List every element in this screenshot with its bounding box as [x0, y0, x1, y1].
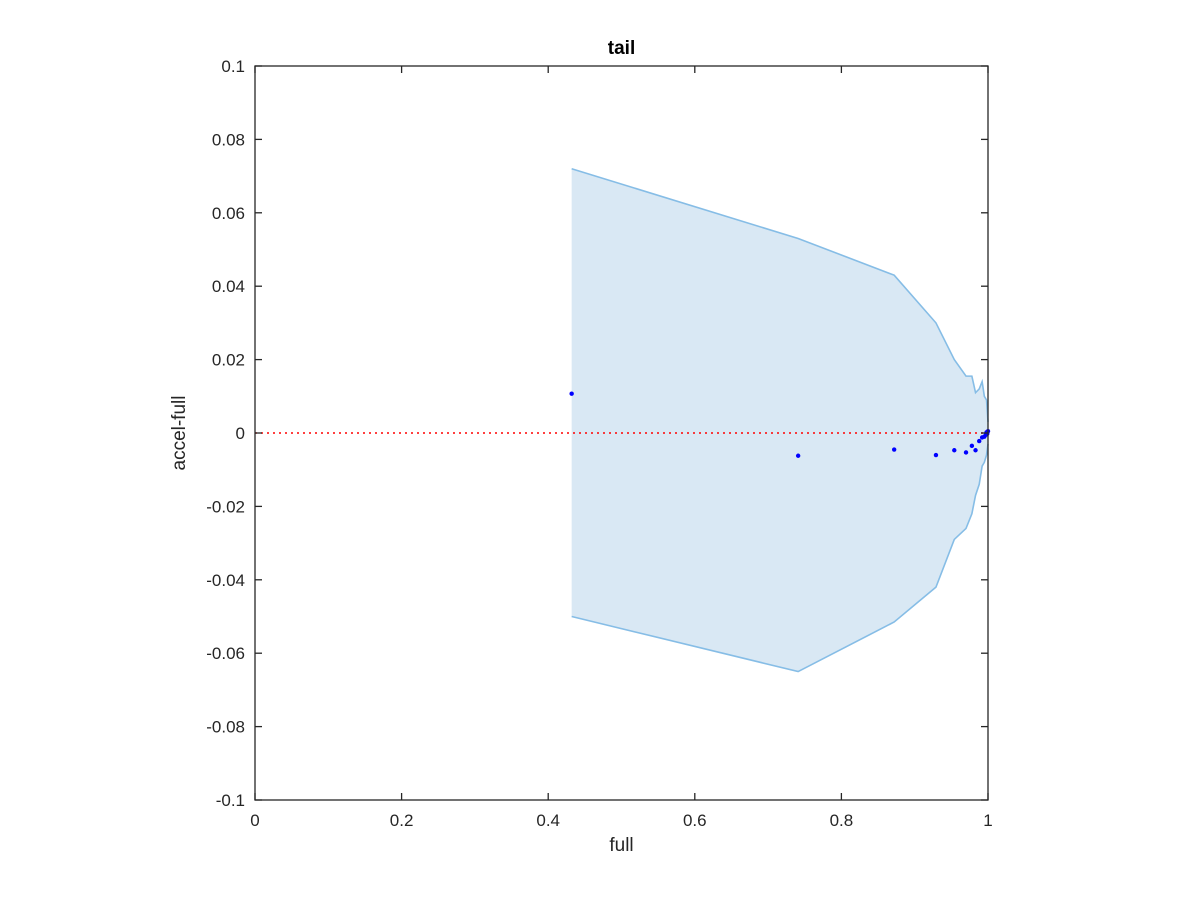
- data-point: [933, 452, 939, 458]
- confidence-band-upper-edge: [571, 167, 989, 423]
- x-tick-label: 0.6: [683, 811, 707, 830]
- x-tick-label: 0: [250, 811, 259, 830]
- data-point: [973, 448, 978, 453]
- data-point: [952, 448, 957, 453]
- confidence-band-lower-edge: [571, 443, 989, 673]
- x-tick-label: 0.2: [390, 811, 414, 830]
- x-tick-label: 0.4: [536, 811, 560, 830]
- data-point: [977, 438, 982, 444]
- y-tick-label: 0: [236, 424, 245, 443]
- data-point: [963, 450, 969, 455]
- y-tick-label: 0.08: [212, 130, 245, 149]
- confidence-band: [571, 168, 988, 672]
- y-tick-label: 0.1: [221, 57, 245, 76]
- plot-area: [255, 167, 991, 673]
- y-tick-label: -0.02: [206, 497, 245, 516]
- data-point: [891, 447, 897, 452]
- y-tick-label: 0.02: [212, 351, 245, 370]
- data-point: [795, 453, 801, 458]
- data-point: [569, 391, 574, 396]
- y-tick-label: 0.04: [212, 277, 245, 296]
- x-tick-label: 1: [983, 811, 992, 830]
- x-axis-ticks: 0 0.2 0.4 0.6 0.8 1: [250, 66, 993, 830]
- data-point: [969, 443, 975, 449]
- y-tick-label: -0.06: [206, 644, 245, 663]
- y-tick-label: 0.06: [212, 204, 245, 223]
- x-tick-label: 0.8: [830, 811, 854, 830]
- y-tick-label: -0.1: [216, 791, 245, 810]
- y-axis-ticks: 0.1 0.08 0.06 0.04 0.02 0 -0.02 -0.04 -0.06 -0.08…: [206, 57, 988, 810]
- chart-title: tail: [608, 38, 635, 59]
- y-axis-label: accel-full: [169, 396, 190, 471]
- x-axis-label: full: [609, 835, 633, 856]
- y-tick-label: -0.04: [206, 571, 245, 590]
- y-tick-label: -0.08: [206, 718, 245, 737]
